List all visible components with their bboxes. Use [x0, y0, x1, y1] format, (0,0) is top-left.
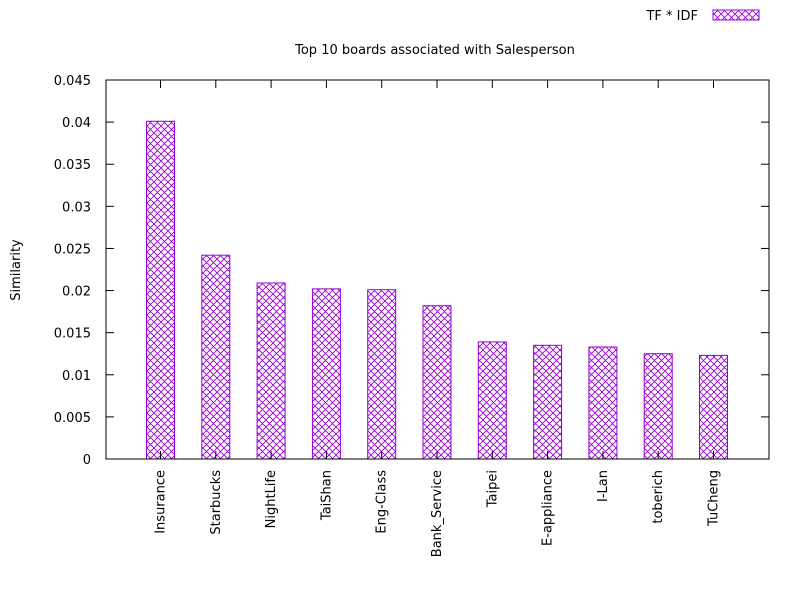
x-tick-label: Taipei	[485, 470, 500, 508]
x-tick-label: toberich	[651, 470, 666, 524]
x-tick-label: Bank_Service	[430, 470, 445, 557]
bar-nightlife	[256, 282, 286, 460]
x-tick-label: NightLife	[264, 470, 279, 528]
bar-eng-class	[367, 289, 397, 460]
bar-bank-service	[422, 305, 452, 460]
x-tick-label: Insurance	[154, 470, 169, 534]
legend-label-tf-idf: TF * IDF	[645, 9, 698, 24]
x-tick-label: TaiShan	[319, 470, 334, 521]
bar-taipei	[477, 341, 507, 460]
plot-area-frame	[105, 79, 770, 460]
y-tick-label: 0.04	[62, 116, 91, 131]
y-tick-label: 0.005	[54, 411, 91, 426]
y-tick-label: 0.02	[62, 285, 91, 300]
bar-toberich	[643, 353, 673, 460]
x-tick-label: Eng-Class	[375, 470, 390, 534]
legend: TF * IDF	[645, 9, 760, 24]
y-tick-label: 0	[83, 453, 91, 468]
y-tick-label: 0.025	[54, 242, 91, 257]
bar-e-appliance	[533, 344, 563, 460]
x-tick-label: E-appliance	[541, 470, 556, 546]
y-tick-label: 0.035	[54, 158, 91, 173]
x-tick-label: I-Lan	[596, 470, 611, 502]
y-tick-label: 0.03	[62, 200, 91, 215]
bar-starbucks	[201, 254, 231, 460]
bar-insurance	[146, 120, 175, 460]
bar-taishan	[311, 288, 341, 460]
x-tick-label: TuCheng	[707, 470, 722, 527]
y-tick-label: 0.015	[54, 327, 91, 342]
legend-swatch	[712, 9, 760, 21]
y-tick-label: 0.045	[54, 74, 91, 89]
bar-tucheng	[699, 354, 728, 460]
y-tick-label: 0.01	[62, 369, 91, 384]
bar-i-lan	[588, 346, 618, 460]
chart-title: Top 10 boards associated with Salesperso…	[294, 43, 575, 58]
x-tick-label: Starbucks	[209, 470, 224, 535]
y-axis-label: Similarity	[9, 239, 24, 301]
